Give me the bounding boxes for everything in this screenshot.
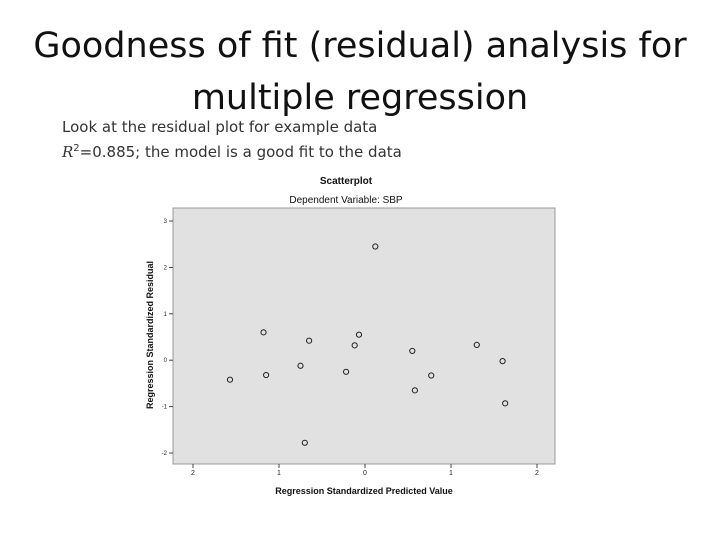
x-tick-label: 2: [191, 470, 195, 477]
r-squared-symbol: R: [62, 143, 74, 161]
data-point: [260, 329, 267, 336]
chart-subtitle: Dependent Variable: SBP: [289, 195, 403, 206]
data-point: [372, 243, 379, 250]
chart-title: Scatterplot: [320, 176, 373, 187]
data-point: [502, 400, 509, 407]
y-tick-label: 0: [164, 358, 168, 364]
data-point: [301, 439, 308, 446]
data-point: [342, 368, 350, 375]
data-point: [351, 342, 358, 349]
data-point: [263, 371, 270, 379]
data-point: [428, 372, 435, 379]
y-tick-label: 1: [164, 312, 168, 318]
x-tick-label: 0: [363, 470, 367, 477]
y-axis: -2 -1 0 1 2 3: [162, 219, 173, 457]
x-tick-label: 2: [535, 470, 539, 477]
data-point: [226, 376, 234, 383]
slide-bullets: Look at the residual plot for example da…: [62, 116, 662, 163]
slide-title: Goodness of fit (residual) analysis for …: [0, 20, 720, 124]
y-tick-label: -1: [162, 405, 168, 411]
data-point: [306, 337, 313, 344]
data-point: [473, 341, 480, 348]
data-point: [409, 347, 416, 355]
x-tick-label: 1: [277, 470, 281, 477]
data-points: [226, 243, 509, 446]
bullet-r-squared: R2=0.885; the model is a good fit to the…: [62, 138, 662, 163]
x-axis: 2 1 0 1 2: [191, 464, 539, 477]
plot-area: [172, 207, 556, 465]
bullet-residual-plot: Look at the residual plot for example da…: [62, 118, 378, 136]
y-tick-label: -2: [162, 451, 168, 457]
data-point: [355, 331, 363, 338]
slide-title-line2: multiple regression: [191, 78, 529, 118]
data-point: [411, 387, 418, 394]
x-tick-label: 1: [449, 470, 453, 477]
y-tick-label: 2: [164, 265, 168, 271]
y-axis-label: Regression Standardized Residual: [145, 261, 155, 409]
y-tick-label: 3: [164, 219, 168, 225]
slide-title-line1: Goodness of fit (residual) analysis for: [33, 26, 687, 66]
r-squared-text: =0.885; the model is a good fit to the d…: [79, 143, 402, 161]
data-point: [499, 358, 506, 365]
x-axis-label: Regression Standardized Predicted Value: [275, 486, 453, 496]
r-squared-exponent: 2: [73, 143, 80, 154]
data-point: [297, 362, 304, 369]
